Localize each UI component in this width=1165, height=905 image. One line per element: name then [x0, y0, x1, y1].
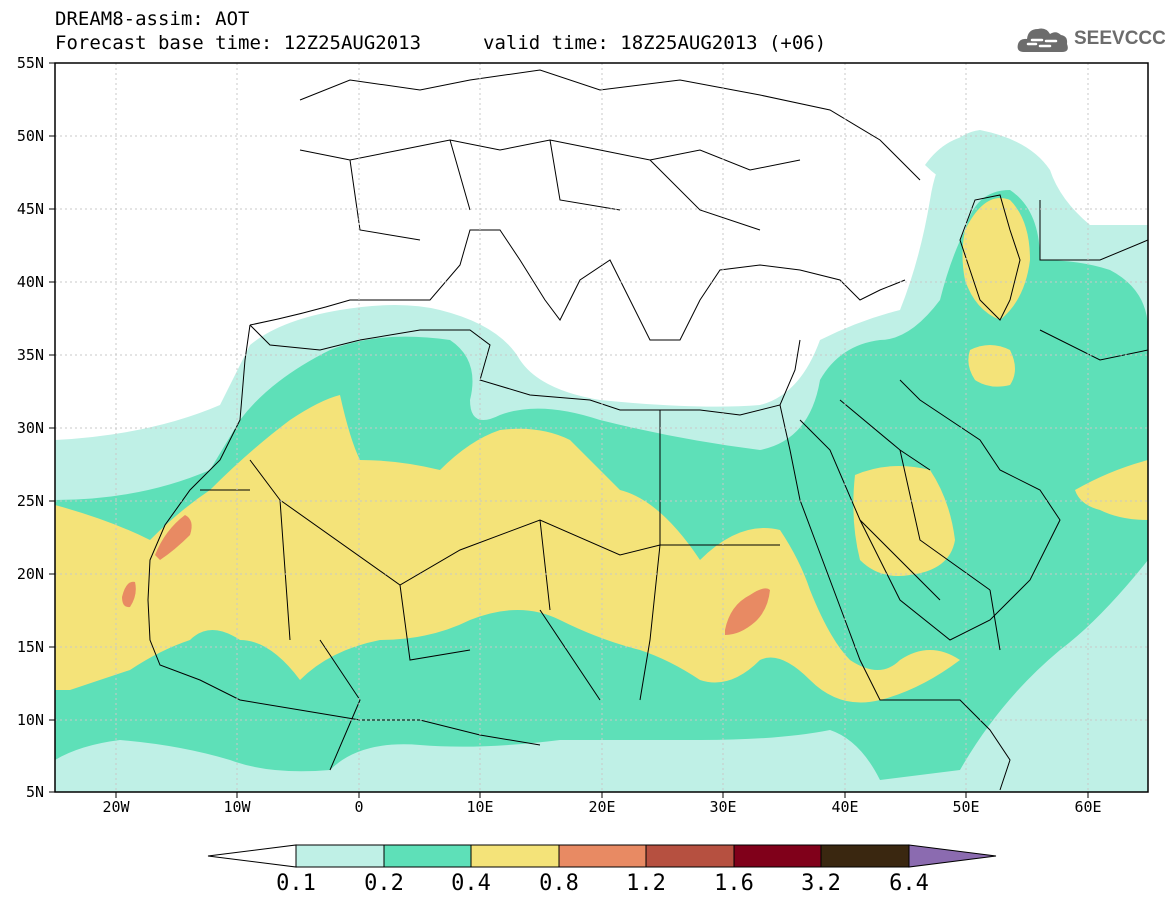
- colorbar-swatch-6: [820, 844, 910, 868]
- colorbar-swatch-4: [645, 844, 735, 868]
- lat-label: 40N: [16, 273, 44, 291]
- lat-label: 25N: [16, 492, 44, 510]
- map-title: DREAM8-assim: AOT: [55, 8, 250, 30]
- lon-label: 60E: [1074, 798, 1102, 816]
- lat-label: 10N: [16, 711, 44, 729]
- colorbar-high-arrow: [908, 844, 997, 868]
- lon-label: 0: [354, 798, 364, 816]
- lon-label: 40E: [831, 798, 859, 816]
- base-time-label: Forecast base time: 12Z25AUG2013: [55, 32, 422, 54]
- lon-label: 10W: [223, 798, 251, 816]
- lat-label: 35N: [16, 346, 44, 364]
- colorbar-swatch-3: [558, 844, 647, 868]
- lat-label: 5N: [25, 783, 44, 801]
- colorbar-swatch-1: [383, 844, 472, 868]
- colorbar-label: 0.2: [364, 871, 404, 896]
- colorbar-label: 3.2: [801, 871, 841, 896]
- aot-band-0.4-east: [1075, 460, 1148, 520]
- colorbar-label: 1.2: [626, 871, 666, 896]
- border-lines-africa: [200, 410, 780, 771]
- aot-band-0.4-arabia: [853, 466, 955, 576]
- colorbar-label: 0.1: [276, 871, 316, 896]
- colorbar-swatch-2: [470, 844, 560, 868]
- coastline-redsea: [779, 404, 1011, 791]
- border-lines-mideast: [839, 200, 1148, 651]
- lat-label: 45N: [16, 200, 44, 218]
- colorbar: [207, 844, 997, 868]
- coastline-africa-north: [249, 324, 801, 416]
- valid-time-label: valid time: 18Z25AUG2013 (+06): [483, 32, 827, 54]
- lat-label: 20N: [16, 565, 44, 583]
- lon-label: 50E: [952, 798, 980, 816]
- colorbar-swatch-0: [295, 844, 385, 868]
- colorbar-swatch-5: [733, 844, 822, 868]
- colorbar-low-arrow: [207, 844, 297, 868]
- axis-ticks: [49, 62, 1089, 798]
- aot-band-0.1-caspian: [925, 134, 1050, 194]
- seevccc-logo: SEEVCCC: [1016, 22, 1165, 56]
- border-lines-europe: [299, 69, 921, 241]
- logo-text: SEEVCCC: [1074, 28, 1165, 49]
- colorbar-label: 0.4: [451, 871, 491, 896]
- grid: [55, 63, 1148, 792]
- lat-label: 50N: [16, 127, 44, 145]
- aot-band-0.8-sudan: [725, 588, 770, 635]
- lon-label: 10E: [466, 798, 494, 816]
- lon-label: 20E: [588, 798, 616, 816]
- cloud-icon: [1017, 28, 1068, 52]
- coastline-europe: [249, 229, 906, 341]
- coastline-arabia: [799, 379, 1061, 641]
- colorbar-label: 1.6: [714, 871, 754, 896]
- lat-label: 30N: [16, 419, 44, 437]
- lat-label: 55N: [16, 54, 44, 72]
- lon-label: 20W: [102, 798, 130, 816]
- colorbar-label: 6.4: [889, 871, 929, 896]
- lat-label: 15N: [16, 638, 44, 656]
- lon-label: 30E: [709, 798, 737, 816]
- aot-band-0.8-west: [122, 581, 136, 608]
- colorbar-label: 0.8: [539, 871, 579, 896]
- aot-band-0.8-mauritania: [155, 515, 192, 560]
- coastline-caspian: [959, 194, 1021, 321]
